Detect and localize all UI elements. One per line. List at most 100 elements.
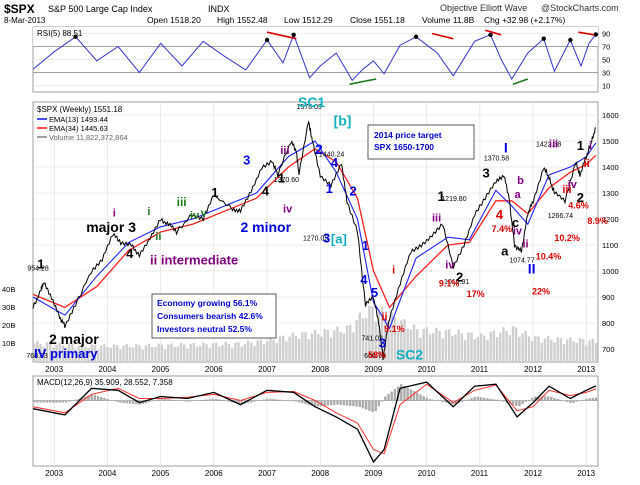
year-tick-label: 2003 [45, 365, 63, 374]
price-level-label: 768.63 [26, 353, 48, 360]
macd-histogram-bar [269, 398, 272, 401]
wave-label: ii [522, 239, 528, 251]
volume-bar [93, 344, 97, 362]
macd-histogram-bar [572, 400, 575, 403]
macd-histogram-bar [588, 398, 591, 401]
ema13-line [32, 140, 597, 330]
year-tick-label: 2004 [98, 469, 116, 478]
macd-histogram-bar [275, 399, 278, 401]
wave-label: 4 [126, 246, 134, 261]
price-level-label: 1270.05 [303, 235, 328, 242]
rsi-divergence-bear [266, 31, 297, 40]
macd-histogram-bar [521, 400, 524, 404]
macd-histogram-bar [400, 384, 403, 401]
volume-bar [74, 348, 77, 362]
volume-value: Volume 11.8B [422, 15, 475, 25]
macd-histogram-bar [425, 397, 429, 401]
macd-histogram-bar [502, 400, 505, 402]
volume-bar [425, 327, 429, 362]
index-name: S&P 500 Large Cap Index [48, 4, 153, 14]
volume-bar [80, 344, 84, 362]
volume-bar [329, 337, 333, 362]
wave-label: b [517, 175, 524, 187]
macd-histogram-bar [317, 400, 320, 407]
wave-label: i [147, 206, 150, 218]
macd-histogram-bar [575, 400, 579, 402]
volume-bar [208, 348, 211, 362]
volume-bar [349, 324, 352, 362]
volume-bar [422, 328, 425, 362]
volume-axis-label: 40B [2, 285, 15, 294]
volume-bar [112, 344, 116, 362]
macd-histogram-bar [313, 400, 317, 407]
wave-label: 2 [350, 184, 357, 199]
volume-bar [368, 305, 371, 362]
macd-histogram-bar [530, 397, 534, 401]
macd-histogram-bar [64, 400, 68, 403]
volume-bar [291, 332, 294, 362]
macd-histogram-bar [291, 400, 294, 402]
wave-label: 10.4% [536, 251, 562, 261]
volume-bar [569, 337, 572, 362]
open-value: Open 1518.20 [147, 15, 201, 25]
macd-histogram-bar [227, 400, 231, 402]
volume-bar [160, 344, 164, 362]
macd-histogram-bar [100, 397, 103, 401]
rsi-overbought-marker [291, 32, 296, 37]
rsi-title: RSI(5) 88.51 [37, 29, 83, 38]
volume-bar [416, 328, 419, 362]
volume-bar [301, 331, 304, 362]
macd-histogram-bar [266, 398, 269, 401]
legend-entry: EMA(34) 1445.63 [49, 124, 108, 133]
wave-label: 17% [467, 289, 485, 299]
macd-histogram-bar [358, 400, 361, 408]
volume-bar [396, 330, 400, 362]
volume-bar [495, 337, 499, 362]
volume-bar [508, 335, 512, 362]
macd-histogram-bar [151, 400, 154, 402]
wave-label: i [113, 207, 116, 219]
volume-bar [339, 331, 342, 362]
volume-bar [281, 335, 285, 362]
wave-label: 3 [243, 152, 250, 167]
year-tick-label: 2012 [524, 469, 542, 478]
macd-histogram-bar [272, 399, 275, 401]
macd-histogram-bar [36, 400, 39, 403]
wave-label: i [589, 140, 592, 152]
price-target-line: SPX 1650-1700 [374, 142, 434, 152]
volume-bar [179, 343, 183, 362]
volume-bar [492, 330, 496, 362]
price-level-label: 1370.58 [484, 155, 509, 162]
volume-bar [594, 342, 598, 362]
volume-bar [68, 343, 71, 362]
macd-histogram-bar [246, 400, 250, 404]
volume-bar [374, 321, 377, 362]
wave-label: SC1 [298, 94, 325, 110]
volume-bar [582, 339, 585, 362]
macd-histogram-bar [45, 400, 49, 403]
wave-label: 2 [456, 269, 463, 284]
macd-histogram-bar [93, 395, 97, 401]
volume-bar [342, 333, 346, 362]
macd-histogram-bar [167, 399, 170, 401]
wave-label: ii [381, 311, 387, 323]
wave-label: iv [445, 259, 455, 271]
volume-bar [90, 344, 93, 362]
year-tick-label: 2009 [364, 365, 382, 374]
volume-bar [575, 342, 579, 362]
wave-label: ii [155, 231, 161, 243]
volume-bar [364, 318, 368, 362]
date-label: 8-Mar-2013 [4, 16, 46, 25]
macd-histogram-bar [556, 398, 559, 401]
rsi-panel: 10 30 50 70 90 RSI(5) 88.51 [32, 26, 610, 93]
volume-bar [186, 348, 189, 362]
macd-histogram-bar [52, 400, 55, 403]
wave-label: iii [549, 139, 558, 151]
volume-bar [119, 349, 122, 362]
price-tick-label: 1000 [602, 267, 619, 276]
rsi-tick-label: 70 [602, 43, 610, 52]
wave-label: iii [177, 195, 187, 209]
wave-label: iv [283, 204, 293, 216]
wave-label: 2 [577, 190, 584, 205]
macd-histogram-bar [342, 400, 346, 406]
